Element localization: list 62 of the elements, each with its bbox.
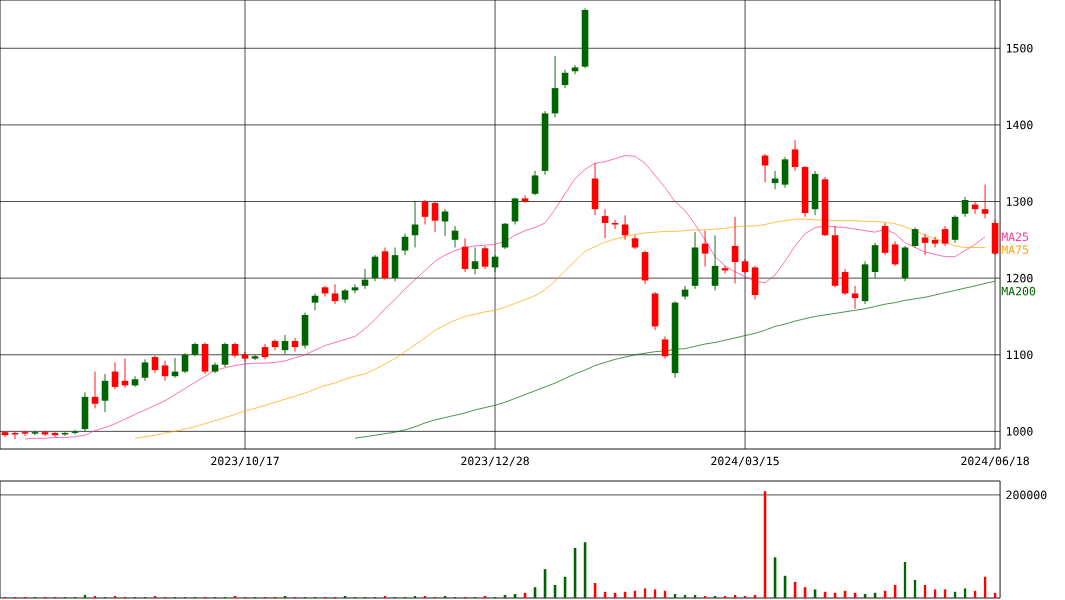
x-tick-label: 2023/12/28: [461, 456, 529, 467]
candlestick: [481, 245, 489, 270]
y-tick-label: 1400: [1006, 120, 1033, 130]
candlestick: [441, 208, 449, 237]
candlestick: [331, 283, 339, 305]
candlestick: [21, 430, 29, 437]
candlestick: [791, 139, 799, 172]
candlestick: [571, 64, 579, 75]
y-tick-label: 1500: [1006, 43, 1033, 53]
series-label: MA75: [1001, 245, 1029, 255]
candlestick: [521, 194, 529, 204]
candlestick: [531, 170, 539, 196]
candlestick: [181, 352, 189, 374]
candlestick: [701, 230, 709, 268]
x-tick-label: 2023/10/17: [211, 456, 279, 467]
candlestick: [311, 293, 319, 311]
candlestick: [851, 285, 859, 310]
candlestick: [761, 153, 769, 183]
candlestick: [661, 335, 669, 360]
y-tick-label: 1300: [1006, 197, 1033, 206]
candlestick: [461, 237, 469, 273]
candlestick: [431, 201, 439, 233]
candlestick: [941, 225, 949, 247]
candlestick: [951, 214, 959, 244]
candlestick: [981, 184, 989, 219]
candlestick: [931, 236, 939, 248]
candlestick: [91, 371, 99, 409]
x-tick-label: 2024/06/18: [961, 456, 1029, 467]
series-label: MA200: [1001, 286, 1036, 296]
candlestick: [621, 214, 629, 241]
candlestick: [891, 240, 899, 267]
candlestick: [131, 375, 139, 388]
candlestick: [711, 234, 719, 291]
candlestick: [411, 201, 419, 248]
candlestick: [161, 360, 169, 382]
y-tick-label: 1000: [1006, 427, 1033, 436]
candlestick: [101, 373, 109, 413]
candlestick: [71, 429, 79, 435]
y-tick-label: 1200: [1006, 273, 1033, 283]
candlestick: [731, 216, 739, 284]
candlestick: [321, 285, 329, 297]
candlestick: [961, 196, 969, 218]
candlestick: [511, 197, 519, 225]
y-tick-label: 200000: [1006, 490, 1047, 500]
candlestick: [1, 430, 9, 438]
x-tick-label: 2024/03/15: [711, 456, 779, 467]
candlestick: [361, 268, 369, 290]
candlestick: [681, 285, 689, 301]
candlestick: [391, 247, 399, 282]
candlestick: [291, 337, 299, 353]
candlestick: [601, 208, 609, 239]
candlestick: [221, 342, 229, 368]
y-tick-label: 1100: [1006, 350, 1033, 360]
candlestick: [911, 227, 919, 248]
candlestick: [31, 430, 39, 436]
candlestick: [141, 358, 149, 382]
candlestick: [351, 283, 359, 294]
series-label: MA25: [1001, 232, 1029, 242]
candlestick: [241, 351, 249, 362]
candlestick: [401, 233, 409, 256]
candlestick: [471, 247, 479, 275]
candlestick: [271, 338, 279, 351]
